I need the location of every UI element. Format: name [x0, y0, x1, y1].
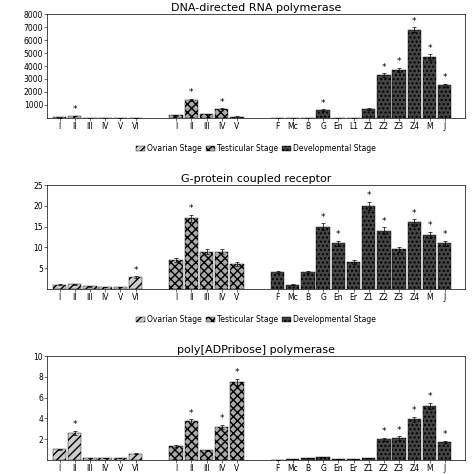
Text: *: * [73, 420, 77, 429]
Text: *: * [443, 73, 447, 82]
Bar [423, 235, 436, 289]
Bar [185, 100, 198, 118]
Bar [83, 458, 97, 460]
Bar [392, 438, 406, 460]
Bar [362, 458, 375, 460]
Bar [332, 243, 345, 289]
Text: *: * [443, 230, 447, 239]
Text: *: * [443, 430, 447, 439]
Text: *: * [382, 427, 386, 436]
Bar [438, 442, 451, 460]
Bar [438, 243, 451, 289]
Text: *: * [412, 17, 417, 26]
Text: *: * [189, 204, 193, 213]
Bar [230, 264, 244, 289]
Bar [114, 458, 127, 460]
Bar [215, 252, 228, 289]
Text: *: * [427, 221, 432, 230]
Bar [83, 286, 97, 289]
Bar [185, 219, 198, 289]
Text: *: * [219, 414, 224, 423]
Bar [215, 427, 228, 460]
Bar [129, 277, 142, 289]
Bar [392, 249, 406, 289]
Bar [200, 450, 213, 460]
Bar [301, 458, 315, 460]
Bar [68, 116, 82, 118]
Bar [99, 287, 112, 289]
Bar [68, 433, 82, 460]
Bar [169, 260, 183, 289]
Bar [114, 287, 127, 289]
Text: *: * [336, 230, 341, 239]
Text: *: * [382, 63, 386, 72]
Bar [438, 85, 451, 118]
Bar [53, 449, 66, 460]
Text: *: * [189, 409, 193, 418]
Bar [377, 75, 391, 118]
Bar [347, 262, 360, 289]
Text: *: * [427, 44, 432, 53]
Bar [271, 272, 284, 289]
Bar [215, 109, 228, 118]
Text: *: * [397, 426, 401, 435]
Bar [169, 447, 183, 460]
Bar [362, 109, 375, 118]
Bar [301, 272, 315, 289]
Bar [347, 459, 360, 460]
Text: *: * [235, 368, 239, 377]
Legend: Ovarian Stage, Testicular Stage, Developmental Stage: Ovarian Stage, Testicular Stage, Develop… [136, 315, 376, 324]
Bar [317, 110, 330, 118]
Bar [408, 30, 421, 118]
Text: *: * [397, 57, 401, 66]
Bar [423, 57, 436, 118]
Bar [423, 406, 436, 460]
Bar [99, 458, 112, 460]
Text: *: * [219, 98, 224, 107]
Bar [68, 284, 82, 289]
Bar [200, 252, 213, 289]
Text: *: * [412, 406, 417, 415]
Text: *: * [133, 266, 138, 275]
Text: *: * [382, 217, 386, 226]
Bar [230, 117, 244, 118]
Text: *: * [321, 213, 325, 222]
Bar [286, 459, 300, 460]
Bar [169, 115, 183, 118]
Text: *: * [412, 209, 417, 218]
Bar [332, 459, 345, 460]
Bar [185, 421, 198, 460]
Bar [317, 457, 330, 460]
Title: DNA-directed RNA polymerase: DNA-directed RNA polymerase [171, 3, 341, 13]
Bar [408, 419, 421, 460]
Title: poly[ADPribose] polymerase: poly[ADPribose] polymerase [177, 346, 335, 356]
Bar [392, 70, 406, 118]
Bar [408, 222, 421, 289]
Title: G-protein coupled receptor: G-protein coupled receptor [181, 174, 331, 184]
Bar [286, 285, 300, 289]
Text: *: * [321, 99, 325, 108]
Bar [377, 231, 391, 289]
Bar [200, 114, 213, 118]
Bar [377, 439, 391, 460]
Bar [317, 227, 330, 289]
Bar [129, 454, 142, 460]
Bar [362, 206, 375, 289]
Text: *: * [427, 392, 432, 401]
Legend: Ovarian Stage, Testicular Stage, Developmental Stage: Ovarian Stage, Testicular Stage, Develop… [136, 145, 376, 154]
Bar [53, 285, 66, 289]
Text: *: * [189, 88, 193, 97]
Text: *: * [366, 191, 371, 200]
Bar [230, 382, 244, 460]
Text: *: * [73, 105, 77, 114]
